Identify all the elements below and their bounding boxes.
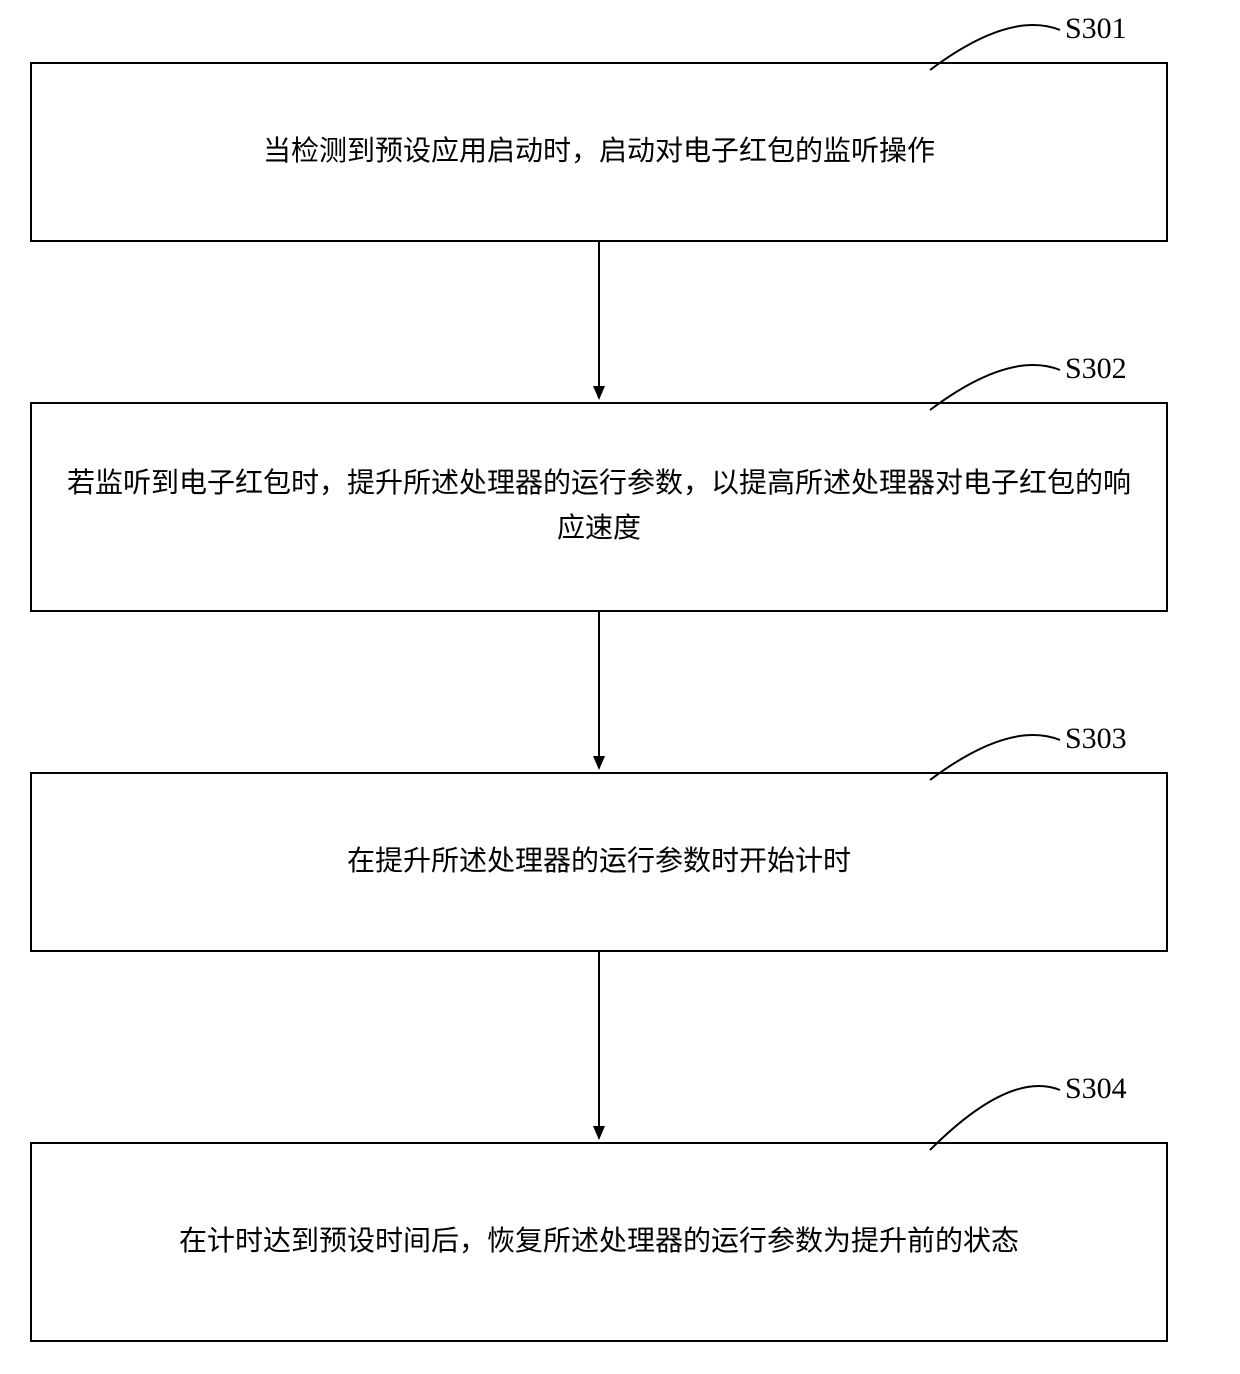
- step-label-s301: S301: [1065, 12, 1127, 46]
- node-text: 在计时达到预设时间后，恢复所述处理器的运行参数为提升前的状态: [179, 1220, 1019, 1265]
- flowchart-canvas: 当检测到预设应用启动时，启动对电子红包的监听操作 S301 若监听到电子红包时，…: [0, 0, 1240, 1374]
- step-label-s303: S303: [1065, 722, 1127, 756]
- flowchart-node-s303: 在提升所述处理器的运行参数时开始计时: [30, 772, 1168, 952]
- label-curve-s304: [930, 1086, 1060, 1150]
- flowchart-node-s302: 若监听到电子红包时，提升所述处理器的运行参数，以提高所述处理器对电子红包的响应速…: [30, 402, 1168, 612]
- node-text: 若监听到电子红包时，提升所述处理器的运行参数，以提高所述处理器对电子红包的响应速…: [62, 462, 1136, 552]
- flowchart-node-s304: 在计时达到预设时间后，恢复所述处理器的运行参数为提升前的状态: [30, 1142, 1168, 1342]
- node-text: 当检测到预设应用启动时，启动对电子红包的监听操作: [263, 130, 935, 175]
- node-text: 在提升所述处理器的运行参数时开始计时: [347, 840, 851, 885]
- flowchart-node-s301: 当检测到预设应用启动时，启动对电子红包的监听操作: [30, 62, 1168, 242]
- step-label-s302: S302: [1065, 352, 1127, 386]
- step-label-s304: S304: [1065, 1072, 1127, 1106]
